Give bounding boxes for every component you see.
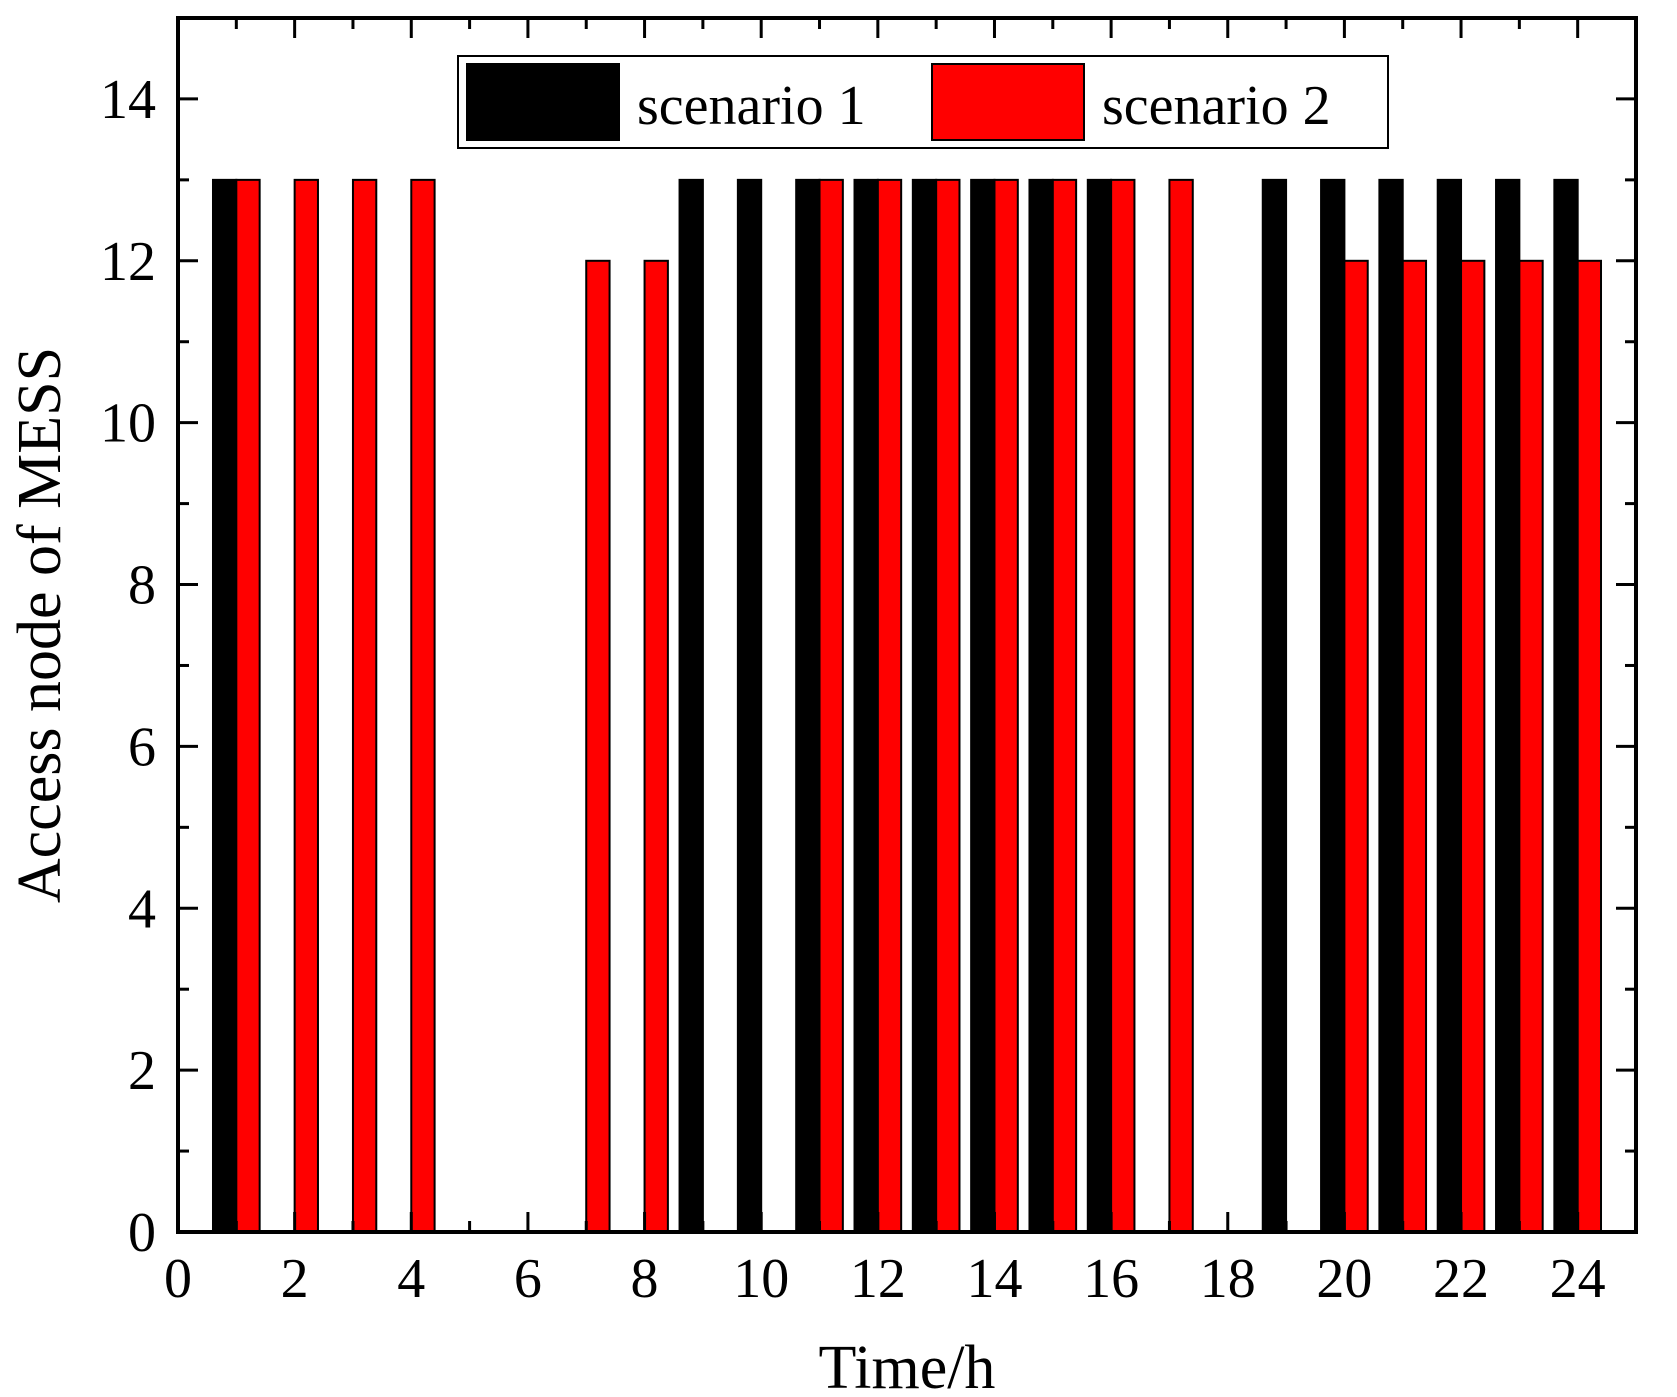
bar-2-12 [876,178,903,1233]
bar-2-23 [1518,259,1544,1233]
bar-1-13 [911,178,938,1233]
bar-2-16 [1110,178,1136,1233]
y-tick-label: 14 [100,69,156,131]
legend: scenario 1 scenario 2 [457,55,1389,149]
x-tick-label: 6 [514,1248,542,1310]
bar-1-9 [678,178,704,1233]
x-tick-label: 10 [733,1248,789,1310]
y-tick-label: 12 [100,231,156,293]
y-tick-label: 6 [128,716,156,778]
bar-1-23 [1495,178,1521,1233]
x-tick-label: 14 [966,1248,1022,1310]
bar-1-15 [1028,178,1054,1233]
bar-1-10 [736,178,763,1233]
bar-1-22 [1436,178,1463,1233]
bar-2-7 [585,259,611,1233]
x-tick-label: 16 [1083,1248,1139,1310]
x-tick-label: 22 [1433,1248,1489,1310]
y-axis-title: Access node of MESS [6,347,74,903]
bar-2-22 [1460,259,1486,1233]
bar-1-21 [1378,178,1404,1233]
x-tick-label: 0 [164,1248,192,1310]
y-tick-label: 8 [128,555,156,617]
y-tick-label: 4 [128,878,156,940]
plot-frame [176,16,1638,1234]
bars-layer [211,178,1603,1233]
bar-1-14 [970,178,996,1233]
y-tick-label: 10 [100,393,156,455]
bar-1-19 [1261,178,1288,1233]
x-tick-label: 8 [631,1248,659,1310]
legend-swatch-2 [931,63,1085,141]
bar-1-24 [1553,178,1579,1233]
bar-2-4 [410,178,436,1233]
bar-2-15 [1051,178,1078,1233]
y-tick-label: 2 [128,1040,156,1102]
legend-swatch-1 [466,63,620,141]
bar-2-3 [351,178,378,1233]
x-tick-label: 24 [1550,1248,1606,1310]
bar-1-12 [853,178,879,1233]
y-tick-label: 0 [128,1202,156,1264]
x-tick-label: 20 [1316,1248,1372,1310]
bar-2-20 [1343,259,1369,1233]
bar-2-14 [993,178,1019,1233]
bar-2-2 [293,178,319,1233]
x-tick-label: 2 [281,1248,309,1310]
bar-2-11 [818,178,844,1233]
bar-2-17 [1168,178,1194,1233]
bar-1-11 [795,178,821,1233]
x-tick-label: 12 [850,1248,906,1310]
bar-2-24 [1576,259,1603,1233]
bar-1-20 [1320,178,1346,1233]
x-tick-label: 4 [397,1248,425,1310]
bar-2-8 [643,259,669,1233]
bar-2-13 [935,178,961,1233]
x-axis-title: Time/h [819,1334,996,1397]
bar-1-1 [211,178,238,1233]
bar-2-21 [1401,259,1428,1233]
legend-label-2: scenario 2 [1102,75,1331,137]
bar-2-1 [235,178,261,1233]
legend-label-1: scenario 1 [637,75,866,137]
x-tick-label: 18 [1200,1248,1256,1310]
bar-1-16 [1086,178,1113,1233]
